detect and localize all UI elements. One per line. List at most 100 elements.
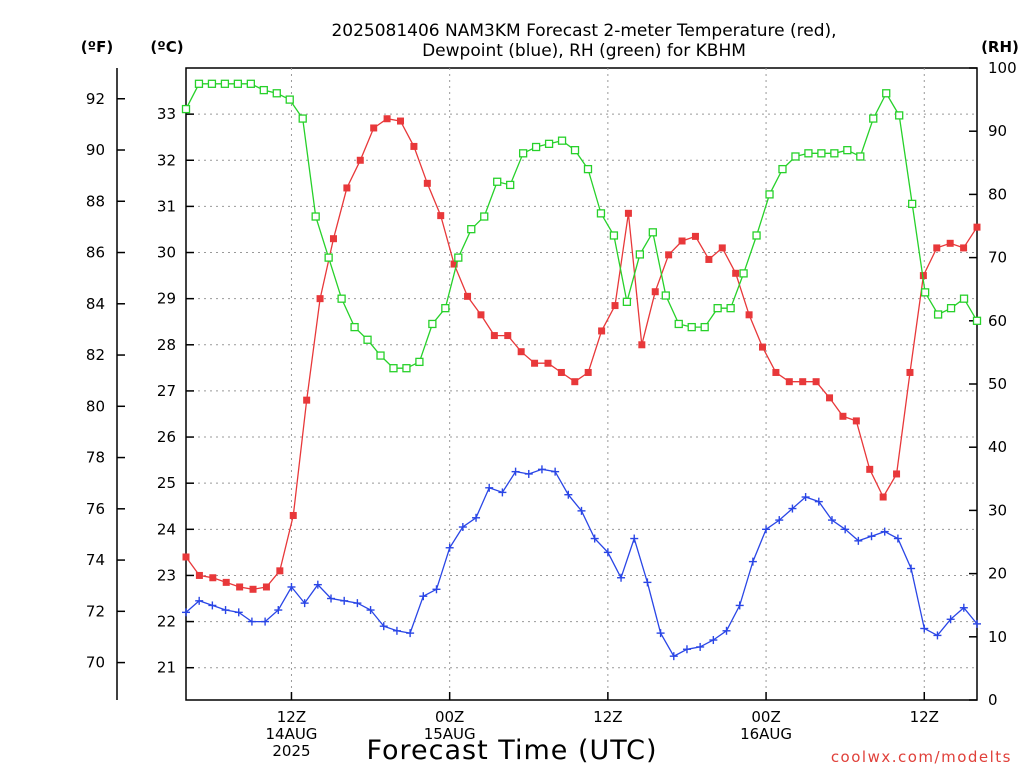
- rh-point: [622, 297, 632, 306]
- dewpoint-point: [432, 585, 441, 594]
- temperature-point: [397, 117, 405, 125]
- rh-point: [259, 85, 268, 95]
- temperature-point: [410, 142, 418, 150]
- rh-point: [882, 89, 891, 98]
- dewpoint-point: [590, 534, 599, 543]
- temperature-point: [893, 470, 901, 478]
- rh-point: [609, 231, 619, 240]
- dewpoint-point: [511, 467, 520, 476]
- dewpoint-point: [617, 573, 626, 582]
- temperature-point: [504, 332, 512, 340]
- rh-point: [843, 146, 852, 155]
- rh-point: [856, 152, 865, 161]
- temperature-point: [450, 260, 458, 268]
- temperature-point: [343, 184, 351, 192]
- x-tick-label: 16AUG: [740, 725, 792, 743]
- temperature-point: [517, 348, 525, 356]
- temperature-line: [185, 118, 978, 590]
- dewpoint-point: [524, 469, 533, 478]
- celsius-tick-label: 26: [157, 428, 176, 446]
- temperature-point: [852, 417, 860, 425]
- rh-point: [739, 269, 748, 278]
- temperature-point: [303, 396, 311, 404]
- temperature-point: [531, 359, 539, 367]
- temperature-point: [705, 255, 713, 263]
- fahrenheit-tick-label: 82: [86, 346, 105, 364]
- rh-point: [311, 212, 320, 221]
- celsius-tick-label: 27: [157, 382, 176, 400]
- dewpoint-point: [195, 596, 204, 605]
- celsius-tick-label: 28: [157, 336, 176, 354]
- temperature-point: [611, 302, 619, 310]
- rh-tick-label: 60: [988, 312, 1007, 330]
- rh-point: [661, 291, 670, 300]
- dewpoint-point: [775, 516, 784, 525]
- rh-tick-label: 100: [988, 59, 1017, 77]
- rh-point: [557, 136, 567, 145]
- fahrenheit-tick-label: 76: [86, 500, 105, 518]
- dewpoint-point: [182, 608, 190, 617]
- dewpoint-point: [379, 622, 388, 631]
- rh-point: [389, 364, 398, 373]
- rh-point: [674, 319, 683, 329]
- dewpoint-point: [907, 564, 916, 573]
- dewpoint-point: [340, 596, 349, 605]
- dewpoint-point: [841, 525, 850, 534]
- rh-point: [830, 149, 839, 158]
- dewpoint-point: [392, 626, 401, 635]
- celsius-tick-label: 32: [157, 151, 176, 169]
- dewpoint-point: [854, 536, 863, 545]
- rh-point: [428, 319, 437, 329]
- rh-point: [350, 322, 359, 332]
- temperature-point: [490, 332, 498, 340]
- rh-point: [933, 310, 943, 319]
- rh-point: [506, 180, 515, 190]
- rh-point: [285, 95, 294, 104]
- rh-point: [402, 364, 411, 373]
- dewpoint-point: [247, 617, 256, 626]
- rh-point: [415, 357, 424, 367]
- dewpoint-point: [893, 534, 902, 543]
- dewpoint-point: [656, 629, 665, 638]
- celsius-tick-label: 24: [157, 520, 176, 538]
- celsius-tick-label: 21: [157, 659, 176, 677]
- rh-point: [946, 304, 956, 313]
- celsius-tick-label: 29: [157, 290, 176, 308]
- temperature-point: [383, 115, 391, 123]
- dewpoint-point: [682, 645, 691, 654]
- rh-point: [895, 111, 904, 120]
- x-tick-label: 00Z: [751, 708, 780, 726]
- temperature-point: [866, 465, 874, 473]
- dewpoint-point: [472, 513, 481, 522]
- rh-point: [480, 212, 489, 221]
- temperature-point: [598, 327, 606, 335]
- dewpoint-point: [261, 617, 270, 626]
- rh-point: [804, 149, 813, 158]
- temperature-point: [745, 311, 753, 319]
- temperature-point: [624, 209, 632, 217]
- celsius-tick-label: 30: [157, 244, 176, 262]
- rh-tick-label: 90: [988, 122, 1007, 140]
- fahrenheit-tick-label: 74: [86, 551, 105, 569]
- temperature-point: [826, 394, 834, 402]
- rh-point: [518, 149, 528, 158]
- credit-label: coolwx.com/modelts: [831, 748, 1012, 766]
- temperature-point: [839, 412, 847, 420]
- celsius-unit-label: (ºC): [150, 38, 183, 56]
- temperature-point: [276, 567, 284, 575]
- rh-tick-label: 70: [988, 249, 1007, 267]
- temperature-point: [477, 311, 485, 319]
- data-series: [181, 79, 982, 661]
- temperature-point: [973, 223, 981, 231]
- temperature-point: [785, 378, 793, 386]
- rh-point: [687, 322, 696, 332]
- fahrenheit-tick-label: 90: [86, 141, 105, 159]
- dewpoint-point: [353, 599, 362, 608]
- rh-point: [752, 231, 761, 240]
- x-tick-label: 12Z: [593, 708, 622, 726]
- rh-point: [908, 199, 917, 209]
- rh-point: [376, 351, 385, 360]
- fahrenheit-ticks: 70 72 74 76 78 80 82 84 86 88 90 92: [86, 90, 125, 672]
- dewpoint-point: [221, 606, 230, 615]
- rh-point: [337, 294, 346, 303]
